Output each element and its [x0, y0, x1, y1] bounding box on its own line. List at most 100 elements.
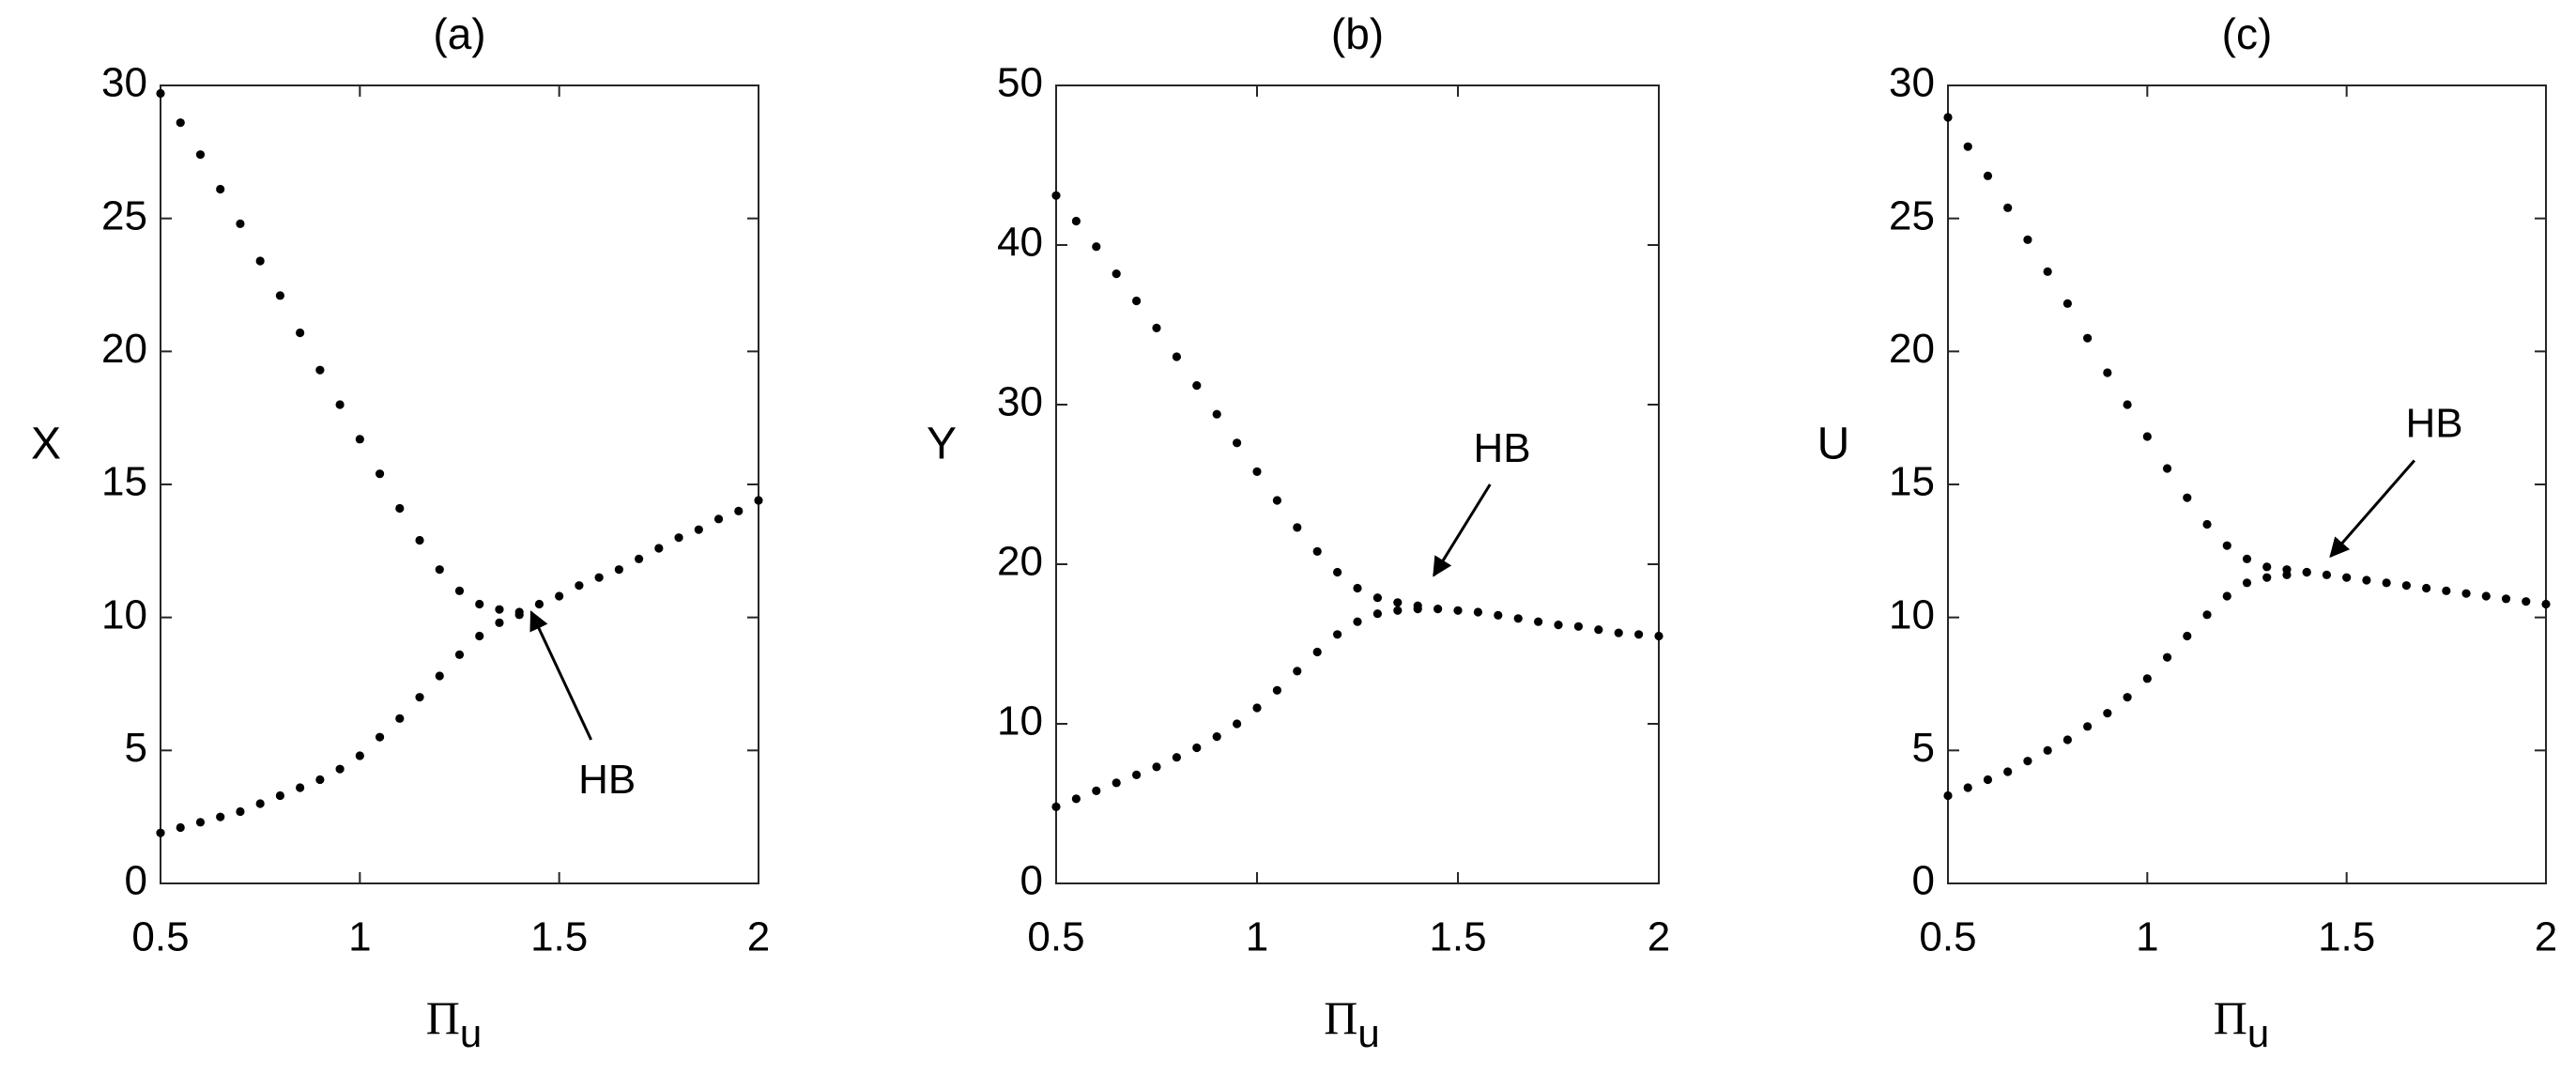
- point: [2522, 597, 2531, 606]
- point: [2142, 674, 2152, 683]
- point: [1434, 605, 1443, 614]
- annotation: HB: [578, 757, 636, 803]
- point: [1112, 778, 1121, 788]
- x-tick-label: 2: [1648, 914, 1670, 960]
- point: [1353, 617, 1362, 626]
- point: [1943, 113, 1953, 122]
- point: [1252, 467, 1262, 476]
- point: [435, 565, 444, 575]
- point: [654, 544, 664, 553]
- x-tick-label: 1.5: [2318, 914, 2375, 960]
- y-tick-label: 0: [1912, 858, 1935, 904]
- point: [1192, 743, 1202, 753]
- point: [1333, 630, 1342, 639]
- panel: 0 5 10 15 20 25 30 0.5 1 1.5 2 (c) U Πu HB: [1817, 9, 2558, 1055]
- point: [2103, 368, 2112, 377]
- point: [2541, 599, 2551, 609]
- point: [1473, 607, 1482, 617]
- x-axis-label-sub: u: [460, 1011, 482, 1055]
- x-tick-label: 1: [348, 914, 371, 960]
- point: [1513, 614, 1523, 623]
- y-tick-label: 10: [1889, 591, 1935, 637]
- x-tick-label: 1: [1246, 914, 1268, 960]
- point: [395, 713, 405, 723]
- point: [1983, 171, 1993, 180]
- point: [195, 818, 206, 827]
- point: [2003, 203, 2013, 212]
- point: [2023, 235, 2032, 244]
- point: [514, 610, 524, 620]
- y-tick-label: 20: [997, 539, 1043, 585]
- point: [495, 618, 504, 627]
- point: [1372, 593, 1382, 603]
- point: [375, 732, 385, 742]
- point: [1573, 621, 1583, 631]
- axes-frame: [1947, 84, 2547, 884]
- point: [2401, 581, 2411, 591]
- point: [1092, 786, 1101, 796]
- point: [1453, 606, 1463, 615]
- point: [614, 565, 623, 575]
- point: [1312, 546, 1322, 557]
- point: [2162, 464, 2172, 473]
- y-tick-label: 25: [101, 192, 147, 238]
- point: [1413, 605, 1422, 614]
- point: [454, 586, 465, 595]
- point: [156, 88, 165, 99]
- y-tick-label: 0: [125, 858, 147, 904]
- point: [534, 599, 544, 609]
- point: [1152, 323, 1161, 332]
- point: [1212, 409, 1221, 419]
- y-tick-label: 20: [1889, 326, 1935, 372]
- point: [415, 535, 424, 545]
- point: [674, 533, 683, 543]
- point: [355, 435, 364, 444]
- y-tick-label: 10: [997, 698, 1043, 744]
- point: [2183, 631, 2192, 641]
- y-tick-label: 20: [101, 326, 147, 372]
- x-axis-label: Πu: [2214, 991, 2269, 1055]
- axes-frame: [160, 84, 759, 884]
- x-tick-label: 2: [2535, 914, 2557, 960]
- point: [335, 764, 345, 774]
- x-tick-label: 1.5: [1429, 914, 1486, 960]
- y-axis-label: X: [31, 420, 61, 469]
- point: [1212, 732, 1221, 742]
- point: [2062, 735, 2072, 744]
- point: [1051, 191, 1061, 200]
- point: [275, 291, 284, 300]
- point: [2302, 567, 2311, 577]
- point: [2202, 519, 2212, 529]
- panel: 0 5 10 15 20 25 30 0.5 1 1.5 2 (a) X Πu HB: [31, 9, 770, 1055]
- point: [1293, 667, 1302, 676]
- point: [2242, 554, 2252, 563]
- point: [2262, 562, 2272, 572]
- point: [1534, 617, 1543, 626]
- point: [2043, 267, 2052, 276]
- point: [1554, 621, 1563, 630]
- point: [1152, 762, 1161, 772]
- y-tick-label: 30: [1889, 60, 1935, 106]
- point: [296, 328, 305, 338]
- point: [2083, 333, 2093, 343]
- point: [1132, 770, 1142, 780]
- point: [1963, 783, 1972, 792]
- y-tick-label: 50: [997, 60, 1043, 106]
- point: [255, 799, 265, 808]
- point: [635, 554, 644, 563]
- point: [2162, 652, 2172, 662]
- x-axis-label-main: Π: [2214, 991, 2247, 1044]
- point: [495, 605, 504, 614]
- y-tick-label: 25: [1889, 192, 1935, 238]
- y-tick-label: 15: [101, 459, 147, 505]
- point: [176, 118, 185, 128]
- point: [2322, 570, 2332, 579]
- point: [275, 790, 284, 801]
- point: [2362, 575, 2371, 585]
- annotation: HB: [1474, 425, 1531, 471]
- point: [1092, 242, 1101, 252]
- y-axis-label: U: [1817, 420, 1850, 469]
- point: [156, 828, 165, 837]
- point: [454, 650, 465, 659]
